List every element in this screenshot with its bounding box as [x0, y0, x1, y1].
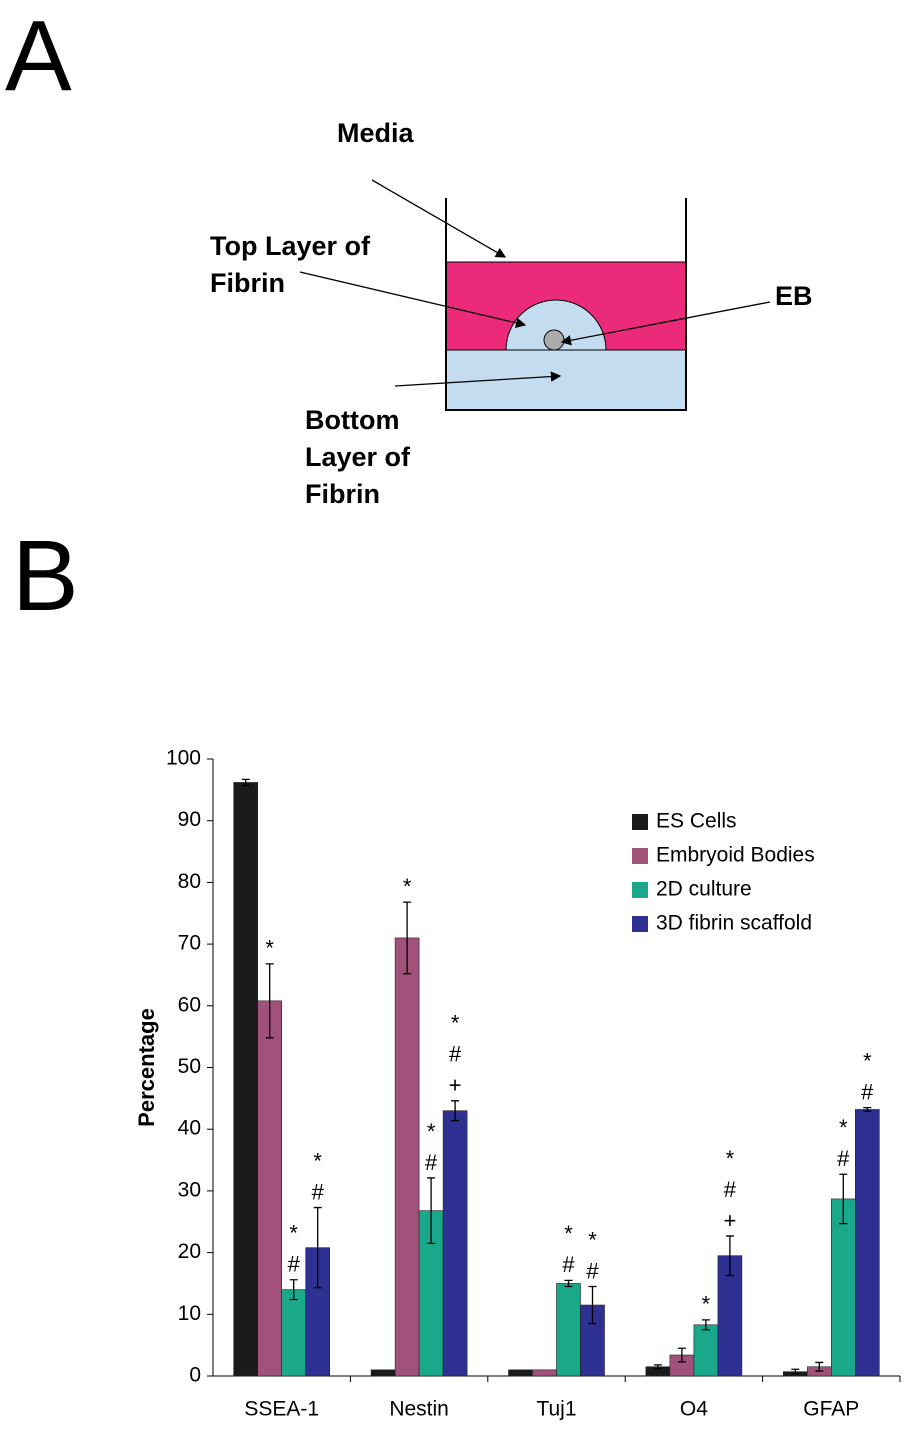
significance-marker: *: [839, 1115, 848, 1140]
top-fibrin: [505, 299, 607, 351]
arrows: [299, 179, 771, 387]
panel-label: B: [12, 520, 79, 632]
diagram: [299, 179, 771, 411]
error-bar: [815, 1361, 824, 1372]
y-tick-label: 10: [178, 1302, 201, 1325]
significance-marker: *: [588, 1227, 597, 1252]
significance-marker: #: [562, 1252, 575, 1277]
diagram-label: Layer of: [305, 442, 411, 472]
legend-label: ES Cells: [656, 810, 737, 833]
significance-marker: +: [449, 1073, 462, 1098]
error-bar: [677, 1347, 686, 1363]
significance-marker: #: [837, 1146, 850, 1171]
significance-marker: #: [425, 1150, 438, 1175]
significance-marker: #: [449, 1042, 462, 1067]
error-bar: [839, 1173, 848, 1225]
significance-marker: *: [289, 1221, 298, 1246]
x-tick-label: SSEA-1: [244, 1398, 319, 1421]
error-bar: [451, 1100, 460, 1122]
y-axis-label: Percentage: [134, 1008, 159, 1127]
x-tick-label: GFAP: [803, 1398, 859, 1421]
bar: [854, 1109, 880, 1377]
significance-marker: #: [288, 1252, 301, 1277]
legend-swatch: [632, 916, 648, 932]
diagram-label: Fibrin: [210, 268, 285, 298]
significance-marker: *: [265, 936, 274, 961]
error-bar: [863, 1106, 872, 1112]
error-bar: [725, 1235, 734, 1277]
significance-marker: #: [724, 1177, 737, 1202]
significance-marker: #: [861, 1079, 874, 1104]
bar: [532, 1369, 557, 1377]
y-tick-label: 50: [178, 1055, 201, 1078]
error-bar: [791, 1368, 800, 1375]
y-tick-label: 70: [178, 932, 201, 955]
bar: [693, 1324, 719, 1377]
bar: [257, 1000, 283, 1377]
significance-marker: +: [723, 1208, 736, 1233]
y-tick-label: 60: [178, 993, 201, 1016]
legend-label: Embryoid Bodies: [656, 844, 815, 867]
error-bar: [588, 1285, 597, 1325]
bar: [508, 1369, 533, 1377]
eb: [543, 329, 565, 351]
error-bar: [427, 1177, 436, 1244]
significance-marker: *: [564, 1221, 573, 1246]
legend-label: 3D fibrin scaffold: [656, 912, 812, 935]
diagram-label: EB: [775, 281, 813, 311]
error-bar: [403, 901, 412, 975]
error-bar: [653, 1364, 662, 1370]
diagram-label: Fibrin: [305, 479, 380, 509]
y-tick-label: 100: [166, 747, 201, 770]
significance-marker: *: [451, 1011, 460, 1036]
bar: [556, 1283, 581, 1377]
significance-marker: *: [863, 1048, 872, 1073]
significance-marker: *: [702, 1292, 711, 1317]
diagram-label: Top Layer of: [210, 231, 371, 261]
legend-swatch: [632, 814, 648, 830]
bottom-fibrin: [445, 349, 687, 411]
error-bar: [701, 1319, 710, 1331]
error-bar: [289, 1279, 298, 1301]
legend-swatch: [632, 848, 648, 864]
bar: [233, 782, 258, 1377]
x-tick-label: O4: [680, 1398, 708, 1421]
bar: [442, 1110, 468, 1377]
x-tick-label: Nestin: [389, 1398, 449, 1421]
diagram-label: Media: [337, 118, 415, 148]
error-bar: [241, 778, 250, 787]
y-tick-label: 20: [178, 1240, 201, 1263]
significance-marker: *: [313, 1148, 322, 1173]
significance-marker: *: [726, 1146, 735, 1171]
error-bar: [564, 1279, 573, 1288]
y-tick-label: 40: [178, 1117, 201, 1140]
significance-marker: #: [312, 1179, 325, 1204]
y-tick-label: 30: [178, 1178, 201, 1201]
significance-marker: *: [427, 1119, 436, 1144]
y-tick-label: 0: [189, 1364, 201, 1387]
significance-marker: *: [403, 874, 412, 899]
diagram-label: Bottom: [305, 405, 399, 435]
bar: [394, 937, 420, 1377]
legend-label: 2D culture: [656, 878, 752, 901]
bar: [281, 1289, 307, 1377]
bar: [370, 1369, 396, 1377]
well: [445, 198, 687, 411]
significance-marker: #: [586, 1258, 599, 1283]
x-tick-label: Tuj1: [536, 1398, 576, 1421]
y-tick-label: 90: [178, 808, 201, 831]
legend-swatch: [632, 882, 648, 898]
error-bar: [313, 1206, 322, 1289]
panel-label: A: [5, 0, 72, 112]
y-tick-label: 80: [178, 870, 201, 893]
error-bar: [265, 963, 274, 1039]
bar: [830, 1198, 856, 1377]
